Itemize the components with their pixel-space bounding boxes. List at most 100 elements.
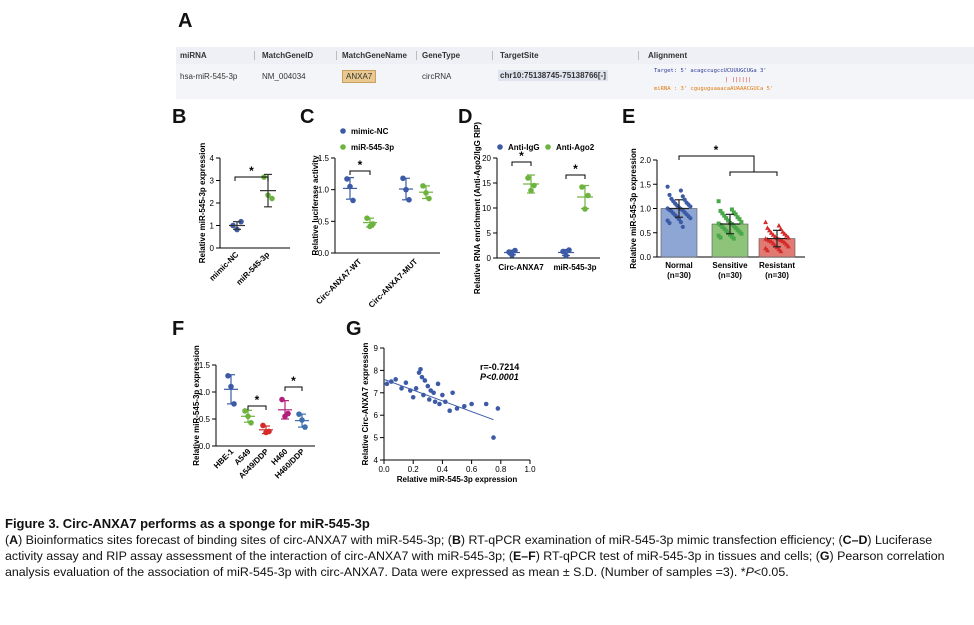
panel-c-y-tick-label: 0.5 <box>318 217 330 226</box>
panel-g-point <box>450 390 455 396</box>
panel-c-group-point <box>370 221 376 227</box>
header-match-gene-id: MatchGeneID <box>262 51 314 60</box>
panel-g-y-tick-label: 9 <box>374 344 379 353</box>
panel-g-y-tick-label: 5 <box>374 434 379 443</box>
panel-f-y-tick-label: 1.5 <box>199 361 211 370</box>
panel-g-y-tick-label: 7 <box>374 389 379 398</box>
cell-gene-name: ANXA7 <box>342 70 377 83</box>
panel-d-series-1-legend-marker <box>545 144 551 150</box>
panel-b-x-label: mimic-NC <box>208 250 241 283</box>
panel-e-point <box>731 236 736 241</box>
panel-e-point <box>718 208 723 213</box>
panel-g-x-tick-label: 1.0 <box>524 465 536 474</box>
cell-gene-id: NM_004034 <box>262 72 306 81</box>
caption-end: <0.05. <box>753 565 789 579</box>
panel-f-0-point <box>225 373 231 379</box>
panel-d-series-0-legend-label: Anti-IgG <box>508 143 540 152</box>
header-mirna: miRNA <box>180 51 207 60</box>
panel-e-y-tick-label: 1.5 <box>640 180 652 189</box>
panel-letter-g: G <box>346 318 362 340</box>
panel-g-point <box>469 401 474 407</box>
panel-e-x-sublabel: (n=30) <box>765 271 789 280</box>
panel-f-0-sig-bracket <box>247 405 267 410</box>
panel-g-point <box>422 378 428 383</box>
panel-g-point <box>413 386 419 391</box>
panel-e-point <box>765 247 770 253</box>
panel-letter-f: F <box>172 318 185 340</box>
panel-e-point <box>786 235 791 240</box>
cell-alignment: Target: 5' acagccugccUCUUUGCUGa 3' | |||… <box>654 67 773 94</box>
panel-e-point <box>688 216 693 221</box>
panel-g-y-tick-label: 8 <box>374 366 379 375</box>
panel-e-point <box>778 248 784 254</box>
panel-letter-a: A <box>178 10 193 32</box>
panel-g-point <box>491 435 496 440</box>
cell-mirna: hsa-miR-545-3p <box>180 72 238 81</box>
caption-label-ef: E–F <box>513 549 536 563</box>
panel-g-point <box>437 401 442 407</box>
panel-e-y-axis-title: Relative miR-545-3p expression <box>629 148 638 269</box>
panel-g-x-tick-label: 0.2 <box>408 465 420 474</box>
panel-b-y-tick-label: 1 <box>210 222 215 231</box>
panel-f-1-sig-star: * <box>291 374 296 388</box>
panel-c-group-point <box>344 176 350 182</box>
panel-e-y-tick-label: 0.5 <box>640 229 652 238</box>
panel-g-point <box>384 381 390 387</box>
panel-e-point <box>678 219 684 225</box>
panel-c-x-label: Circ-ANXA7-WT <box>314 257 363 306</box>
panel-d-y-tick-label: 0 <box>487 254 492 263</box>
panel-e-point <box>786 243 791 249</box>
caption-p: P <box>745 565 754 579</box>
panel-d-x-label: Circ-ANXA7 <box>498 263 544 272</box>
caption-body: (A) Bioinformatics sites forecast of bin… <box>5 533 945 579</box>
header-alignment: Alignment <box>648 51 688 60</box>
panel-e-point <box>776 222 782 228</box>
header-target-site: TargetSite <box>500 51 539 60</box>
panel-g-point <box>399 386 404 391</box>
panel-g-fit-line <box>383 378 494 421</box>
panel-e-point <box>722 213 727 218</box>
panel-g-point <box>440 392 445 398</box>
panel-d-x-label: miR-545-3p <box>553 263 596 272</box>
table-row: hsa-miR-545-3p NM_004034 ANXA7 circRNA c… <box>176 64 974 99</box>
panel-d-y-tick-label: 15 <box>482 179 491 188</box>
caption-label-a: A <box>9 533 19 547</box>
panel-e-y-tick-label: 0.0 <box>640 253 652 262</box>
panel-b-y-axis-title: Relative miR-545-3p expression <box>198 143 207 264</box>
panel-letter-b: B <box>172 106 187 128</box>
panel-e-point <box>678 188 684 193</box>
panel-f-x-label: HBE-1 <box>212 447 236 471</box>
panel-c-x-label: Circ-ANXA7-MUT <box>367 257 420 310</box>
panel-e-point <box>665 184 670 189</box>
panel-letter-d: D <box>458 106 473 128</box>
panel-d-0-sig-bracket <box>511 161 532 166</box>
panel-e-point <box>667 220 672 226</box>
panel-e-sig-bracket-sub <box>729 171 778 176</box>
panel-f-0-sig-star: * <box>255 393 260 407</box>
panel-e-point <box>680 194 685 199</box>
panel-e-point <box>739 220 744 225</box>
panel-b-x-label: miR-545-3p <box>235 250 272 287</box>
panel-c-sig-bracket <box>349 170 371 175</box>
panel-g-x-axis-title: Relative miR-545-3p expression <box>397 475 518 484</box>
panel-f-3-point <box>279 396 285 403</box>
panel-e-x-label: Resistant <box>759 261 795 270</box>
alignment-bars: | |||||| <box>725 77 752 83</box>
cell-gene-type: circRNA <box>422 72 452 81</box>
panel-e-x-label: Sensitive <box>712 261 748 270</box>
panel-c-y-axis-title: Relative luciferase activity <box>311 155 320 256</box>
panel-e-point <box>688 204 693 209</box>
panel-g-x-tick-label: 0.0 <box>378 465 390 474</box>
panel-c-y-tick-label: 1.0 <box>318 186 330 195</box>
panel-g-point <box>425 383 431 389</box>
panel-c-series-1-legend-label: miR-545-3p <box>351 143 394 152</box>
panel-b-y-tick-label: 4 <box>210 154 215 163</box>
panel-letter-c: C <box>300 106 315 128</box>
panel-g-point <box>447 408 453 414</box>
panel-c-series-1-legend-marker <box>340 144 346 150</box>
panel-e-point <box>733 212 738 217</box>
panel-letter-e: E <box>622 106 636 128</box>
panel-d-series-0-legend-marker <box>497 144 503 150</box>
